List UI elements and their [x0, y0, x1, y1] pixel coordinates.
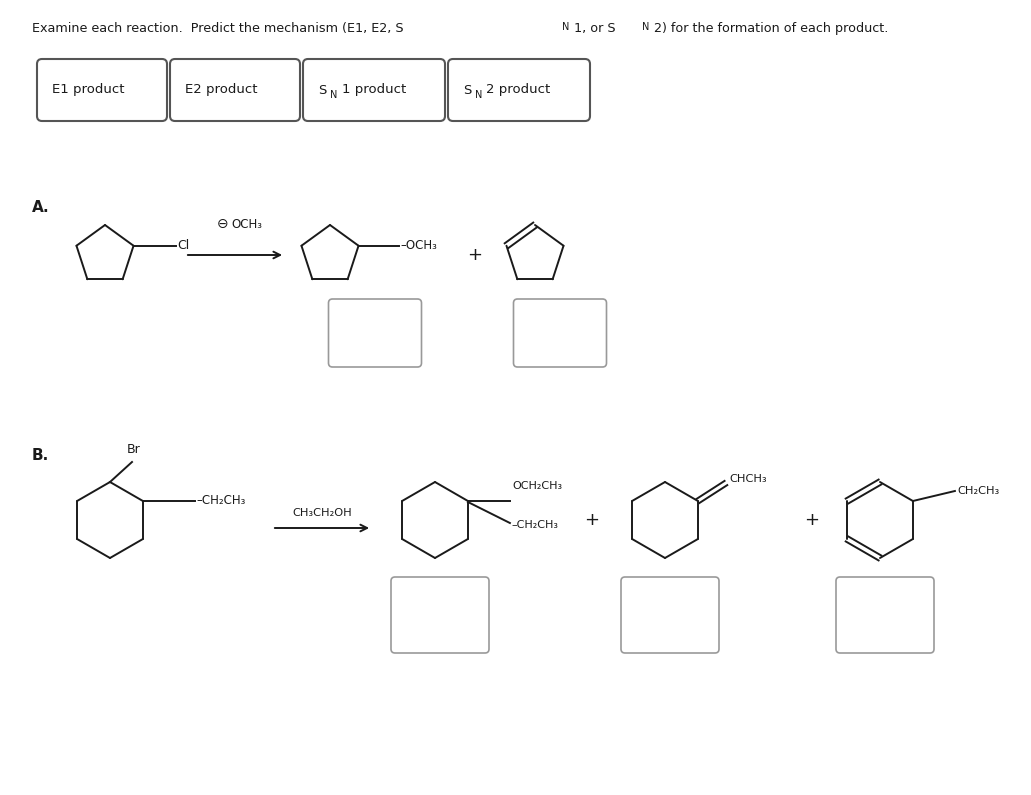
FancyBboxPatch shape — [448, 59, 590, 121]
Text: OCH₃: OCH₃ — [231, 218, 262, 231]
Text: N: N — [642, 22, 650, 32]
Text: 1 product: 1 product — [341, 83, 406, 96]
FancyBboxPatch shape — [391, 577, 489, 653]
Text: CHCH₃: CHCH₃ — [729, 474, 766, 484]
Text: E2 product: E2 product — [185, 83, 258, 96]
FancyBboxPatch shape — [621, 577, 719, 653]
FancyBboxPatch shape — [513, 299, 606, 367]
Text: +: + — [585, 511, 599, 529]
Text: CH₂CH₃: CH₂CH₃ — [957, 486, 999, 496]
Text: OCH₂CH₃: OCH₂CH₃ — [512, 481, 562, 491]
Text: 2 product: 2 product — [487, 83, 551, 96]
Text: E1 product: E1 product — [52, 83, 125, 96]
Text: +: + — [467, 246, 483, 264]
Text: 2) for the formation of each product.: 2) for the formation of each product. — [654, 22, 889, 35]
Text: S: S — [463, 83, 471, 96]
Text: +: + — [804, 511, 820, 529]
Text: –CH₂CH₃: –CH₂CH₃ — [512, 520, 559, 530]
Text: S: S — [318, 83, 327, 96]
Text: N: N — [474, 90, 481, 99]
Text: N: N — [562, 22, 569, 32]
Text: –CH₂CH₃: –CH₂CH₃ — [197, 494, 246, 507]
Text: Cl: Cl — [177, 239, 190, 252]
FancyBboxPatch shape — [37, 59, 167, 121]
Text: A.: A. — [32, 200, 49, 215]
Text: –OCH₃: –OCH₃ — [400, 239, 437, 252]
Text: Br: Br — [127, 443, 141, 456]
Text: B.: B. — [32, 448, 49, 463]
Text: CH₃CH₂OH: CH₃CH₂OH — [292, 508, 352, 518]
FancyBboxPatch shape — [329, 299, 422, 367]
FancyBboxPatch shape — [836, 577, 934, 653]
Text: Examine each reaction.  Predict the mechanism (E1, E2, S: Examine each reaction. Predict the mecha… — [32, 22, 403, 35]
FancyBboxPatch shape — [170, 59, 300, 121]
Text: N: N — [330, 90, 337, 99]
Text: ⊖: ⊖ — [217, 217, 229, 231]
Text: 1, or S: 1, or S — [574, 22, 616, 35]
FancyBboxPatch shape — [303, 59, 445, 121]
